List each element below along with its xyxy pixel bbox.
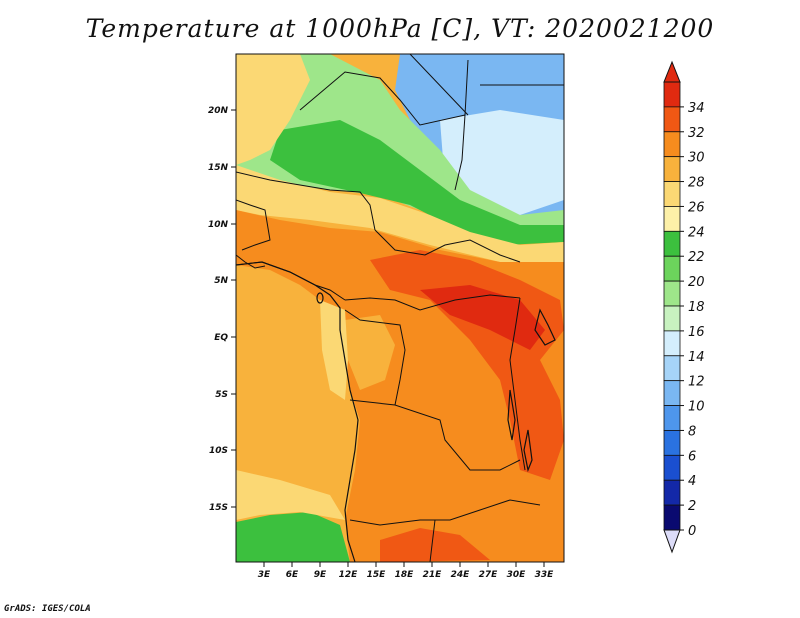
lon-label: 30E bbox=[507, 570, 527, 580]
lat-label: 15S bbox=[209, 503, 228, 513]
colorbar-segment bbox=[663, 305, 681, 332]
map-title: Temperature at 1000hPa [C], VT: 20200212… bbox=[85, 14, 715, 43]
border-angola-drc bbox=[349, 399, 521, 471]
border-west-africa bbox=[236, 199, 271, 251]
coastline-gulf bbox=[235, 254, 266, 269]
temperature-field bbox=[236, 54, 564, 562]
colorbar-segment bbox=[663, 504, 681, 531]
colorbar-segment bbox=[663, 206, 681, 232]
lon-label: 18E bbox=[395, 570, 415, 580]
colorbar-segment bbox=[663, 479, 681, 506]
atlantic-coastline bbox=[235, 261, 359, 563]
lon-label: 24E bbox=[451, 570, 471, 580]
field-light-blue bbox=[440, 110, 564, 215]
field-green-dark bbox=[270, 120, 564, 245]
border-east-lakes bbox=[509, 297, 526, 471]
colorbar-label: 26 bbox=[688, 200, 705, 215]
lake-victoria bbox=[534, 308, 556, 346]
map-frame bbox=[235, 53, 565, 563]
border-niger-nigeria bbox=[236, 171, 376, 231]
border-congo bbox=[344, 309, 406, 406]
colorbar-segment bbox=[663, 81, 681, 108]
field-northwest-yellow bbox=[236, 54, 310, 165]
colorbar-label: 2 bbox=[688, 499, 696, 514]
colorbar-segment bbox=[663, 230, 681, 257]
lon-label: 21E bbox=[423, 570, 443, 580]
lat-label: 15N bbox=[208, 163, 229, 173]
lakes bbox=[316, 292, 556, 473]
colorbar-label: 6 bbox=[688, 449, 696, 464]
lon-label: 6E bbox=[286, 570, 299, 580]
border-egypt-sudan bbox=[409, 54, 469, 116]
lat-label: 10S bbox=[209, 446, 228, 456]
lon-label: 3E bbox=[258, 570, 271, 580]
colorbar-segment bbox=[663, 280, 681, 307]
colorbar-top-arrow bbox=[663, 60, 681, 83]
colorbar-segment bbox=[663, 330, 681, 357]
field-gabon-coast bbox=[320, 300, 348, 400]
colorbar-label: 12 bbox=[688, 375, 705, 390]
country-borders bbox=[236, 54, 564, 562]
field-sahel-yellow bbox=[236, 165, 564, 262]
field-southwest-yellow bbox=[236, 470, 345, 520]
colorbar-label: 4 bbox=[688, 474, 696, 489]
lake-small bbox=[316, 292, 324, 304]
grads-credit: GrADS: IGES/COLA bbox=[4, 604, 91, 614]
border-namibia-zambia bbox=[349, 499, 541, 526]
lon-label: 27E bbox=[479, 570, 499, 580]
colorbar-label: 30 bbox=[688, 151, 705, 166]
border-libya-niger bbox=[299, 71, 466, 191]
colorbar-label: 16 bbox=[688, 325, 705, 340]
lon-label: 12E bbox=[339, 570, 359, 580]
lat-label: 10N bbox=[208, 220, 229, 230]
border-car-drc bbox=[344, 294, 521, 311]
colorbar-label: 10 bbox=[688, 400, 705, 415]
lat-axis: 20N 15N 10N 5N EQ 5S 10S 15S bbox=[208, 106, 236, 513]
colorbar-segment bbox=[663, 181, 681, 207]
colorbar-segment bbox=[663, 131, 681, 158]
lat-label: 5N bbox=[214, 276, 228, 286]
lat-label: EQ bbox=[214, 333, 228, 343]
lake-tanganyika bbox=[507, 389, 516, 441]
colorbar-segment bbox=[663, 430, 681, 456]
lon-label: 15E bbox=[367, 570, 387, 580]
colorbar-bottom-arrow bbox=[663, 529, 681, 554]
lat-label: 20N bbox=[208, 106, 229, 116]
border-chad-car bbox=[374, 229, 521, 263]
colorbar-label: 18 bbox=[688, 300, 705, 315]
colorbar-segment bbox=[663, 355, 681, 382]
colorbar-segment bbox=[663, 156, 681, 182]
colorbar-label: 28 bbox=[688, 176, 705, 191]
field-hottest-south bbox=[380, 528, 490, 562]
colorbar-label: 0 bbox=[688, 524, 696, 539]
colorbar-segment bbox=[663, 255, 681, 282]
colorbar-segment bbox=[663, 454, 681, 481]
field-congo-basin bbox=[345, 315, 395, 390]
border-botswana bbox=[429, 519, 436, 562]
lon-label: 33E bbox=[535, 570, 555, 580]
lat-label: 5S bbox=[215, 390, 228, 400]
lon-label: 9E bbox=[314, 570, 327, 580]
colorbar-segment bbox=[663, 405, 681, 431]
colorbar-label: 22 bbox=[688, 250, 705, 265]
colorbar-label: 34 bbox=[688, 101, 705, 116]
field-green-light bbox=[236, 54, 564, 245]
colorbar-label: 20 bbox=[688, 275, 705, 290]
field-southwest-green bbox=[236, 512, 350, 562]
colorbar-label: 24 bbox=[688, 225, 705, 240]
colorbar-label: 8 bbox=[688, 424, 696, 439]
colorbar-label: 32 bbox=[688, 126, 705, 141]
colorbar-segment bbox=[663, 380, 681, 406]
colorbar-label: 14 bbox=[688, 350, 705, 365]
lake-malawi bbox=[523, 429, 533, 473]
colorbar-segment bbox=[663, 106, 681, 133]
lon-axis: 3E 6E 9E 12E 15E 18E 21E 24E 27E 30E 33E bbox=[258, 562, 554, 580]
